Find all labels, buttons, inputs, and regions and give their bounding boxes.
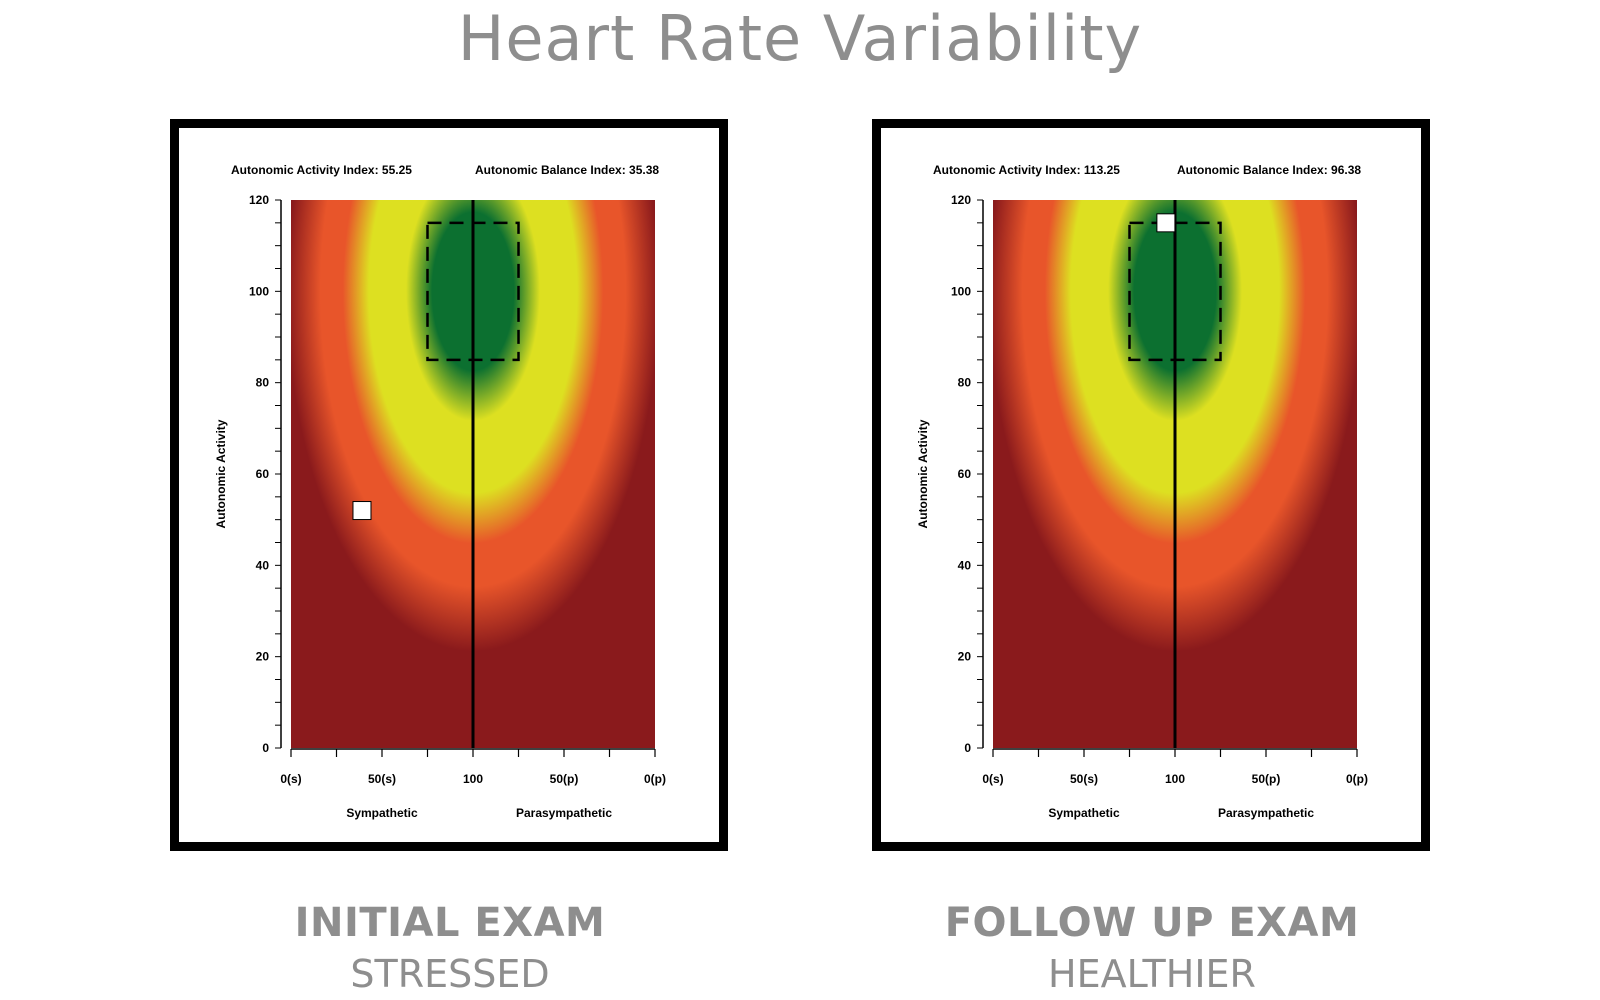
caption-followup-title: FOLLOW UP EXAM [944, 900, 1360, 946]
x-tick-label: 50(p) [1252, 772, 1281, 786]
hrv-data-point [352, 501, 372, 521]
y-tick-label: 80 [256, 376, 270, 390]
x-axis-title-sympathetic: Sympathetic [1048, 806, 1120, 820]
y-tick-label: 60 [256, 467, 270, 481]
balance-index-label: Autonomic Balance Index: 96.38 [1177, 163, 1361, 177]
y-tick-label: 60 [958, 467, 972, 481]
x-tick-label: 0(s) [982, 772, 1003, 786]
x-tick-label: 100 [1165, 772, 1185, 786]
y-tick-label: 120 [951, 193, 971, 207]
hrv-data-point [1156, 213, 1176, 233]
x-tick-label: 100 [463, 772, 483, 786]
x-axis-title-sympathetic: Sympathetic [346, 806, 418, 820]
y-tick-label: 20 [958, 650, 972, 664]
chart-panel-followup: Autonomic Activity Index: 113.25 Autonomi… [872, 119, 1430, 851]
chart-panel-initial: Autonomic Activity Index: 55.25 Autonomic… [170, 119, 728, 851]
y-tick-label: 120 [249, 193, 269, 207]
y-axis-title: Autonomic Activity [214, 419, 228, 528]
y-tick-label: 0 [262, 741, 269, 755]
hrv-chart-followup: Autonomic Activity Index: 113.25 Autonomi… [916, 163, 1368, 820]
x-tick-label: 50(s) [1070, 772, 1098, 786]
x-tick-label: 50(p) [550, 772, 579, 786]
x-tick-label: 0(s) [280, 772, 301, 786]
x-tick-label: 50(s) [368, 772, 396, 786]
y-tick-label: 100 [249, 284, 269, 298]
y-tick-label: 100 [951, 284, 971, 298]
y-tick-label: 20 [256, 650, 270, 664]
balance-index-label: Autonomic Balance Index: 35.38 [475, 163, 659, 177]
caption-initial-subtitle: STRESSED [350, 952, 550, 996]
caption-initial-title: INITIAL EXAM [294, 900, 606, 946]
x-tick-label: 0(p) [1346, 772, 1368, 786]
activity-index-label: Autonomic Activity Index: 55.25 [231, 163, 412, 177]
y-tick-label: 40 [256, 558, 270, 572]
activity-index-label: Autonomic Activity Index: 113.25 [933, 163, 1120, 177]
caption-followup-subtitle: HEALTHIER [1048, 952, 1256, 996]
x-axis-title-parasympathetic: Parasympathetic [1218, 806, 1314, 820]
y-tick-label: 40 [958, 558, 972, 572]
target-zone-box [426, 221, 520, 362]
y-axis-title: Autonomic Activity [916, 419, 930, 528]
x-tick-label: 0(p) [644, 772, 666, 786]
hrv-chart-initial: Autonomic Activity Index: 55.25 Autonomic… [214, 163, 666, 820]
x-axis-title-parasympathetic: Parasympathetic [516, 806, 612, 820]
y-tick-label: 80 [958, 376, 972, 390]
y-tick-label: 0 [964, 741, 971, 755]
page-title: Heart Rate Variability [457, 2, 1143, 75]
